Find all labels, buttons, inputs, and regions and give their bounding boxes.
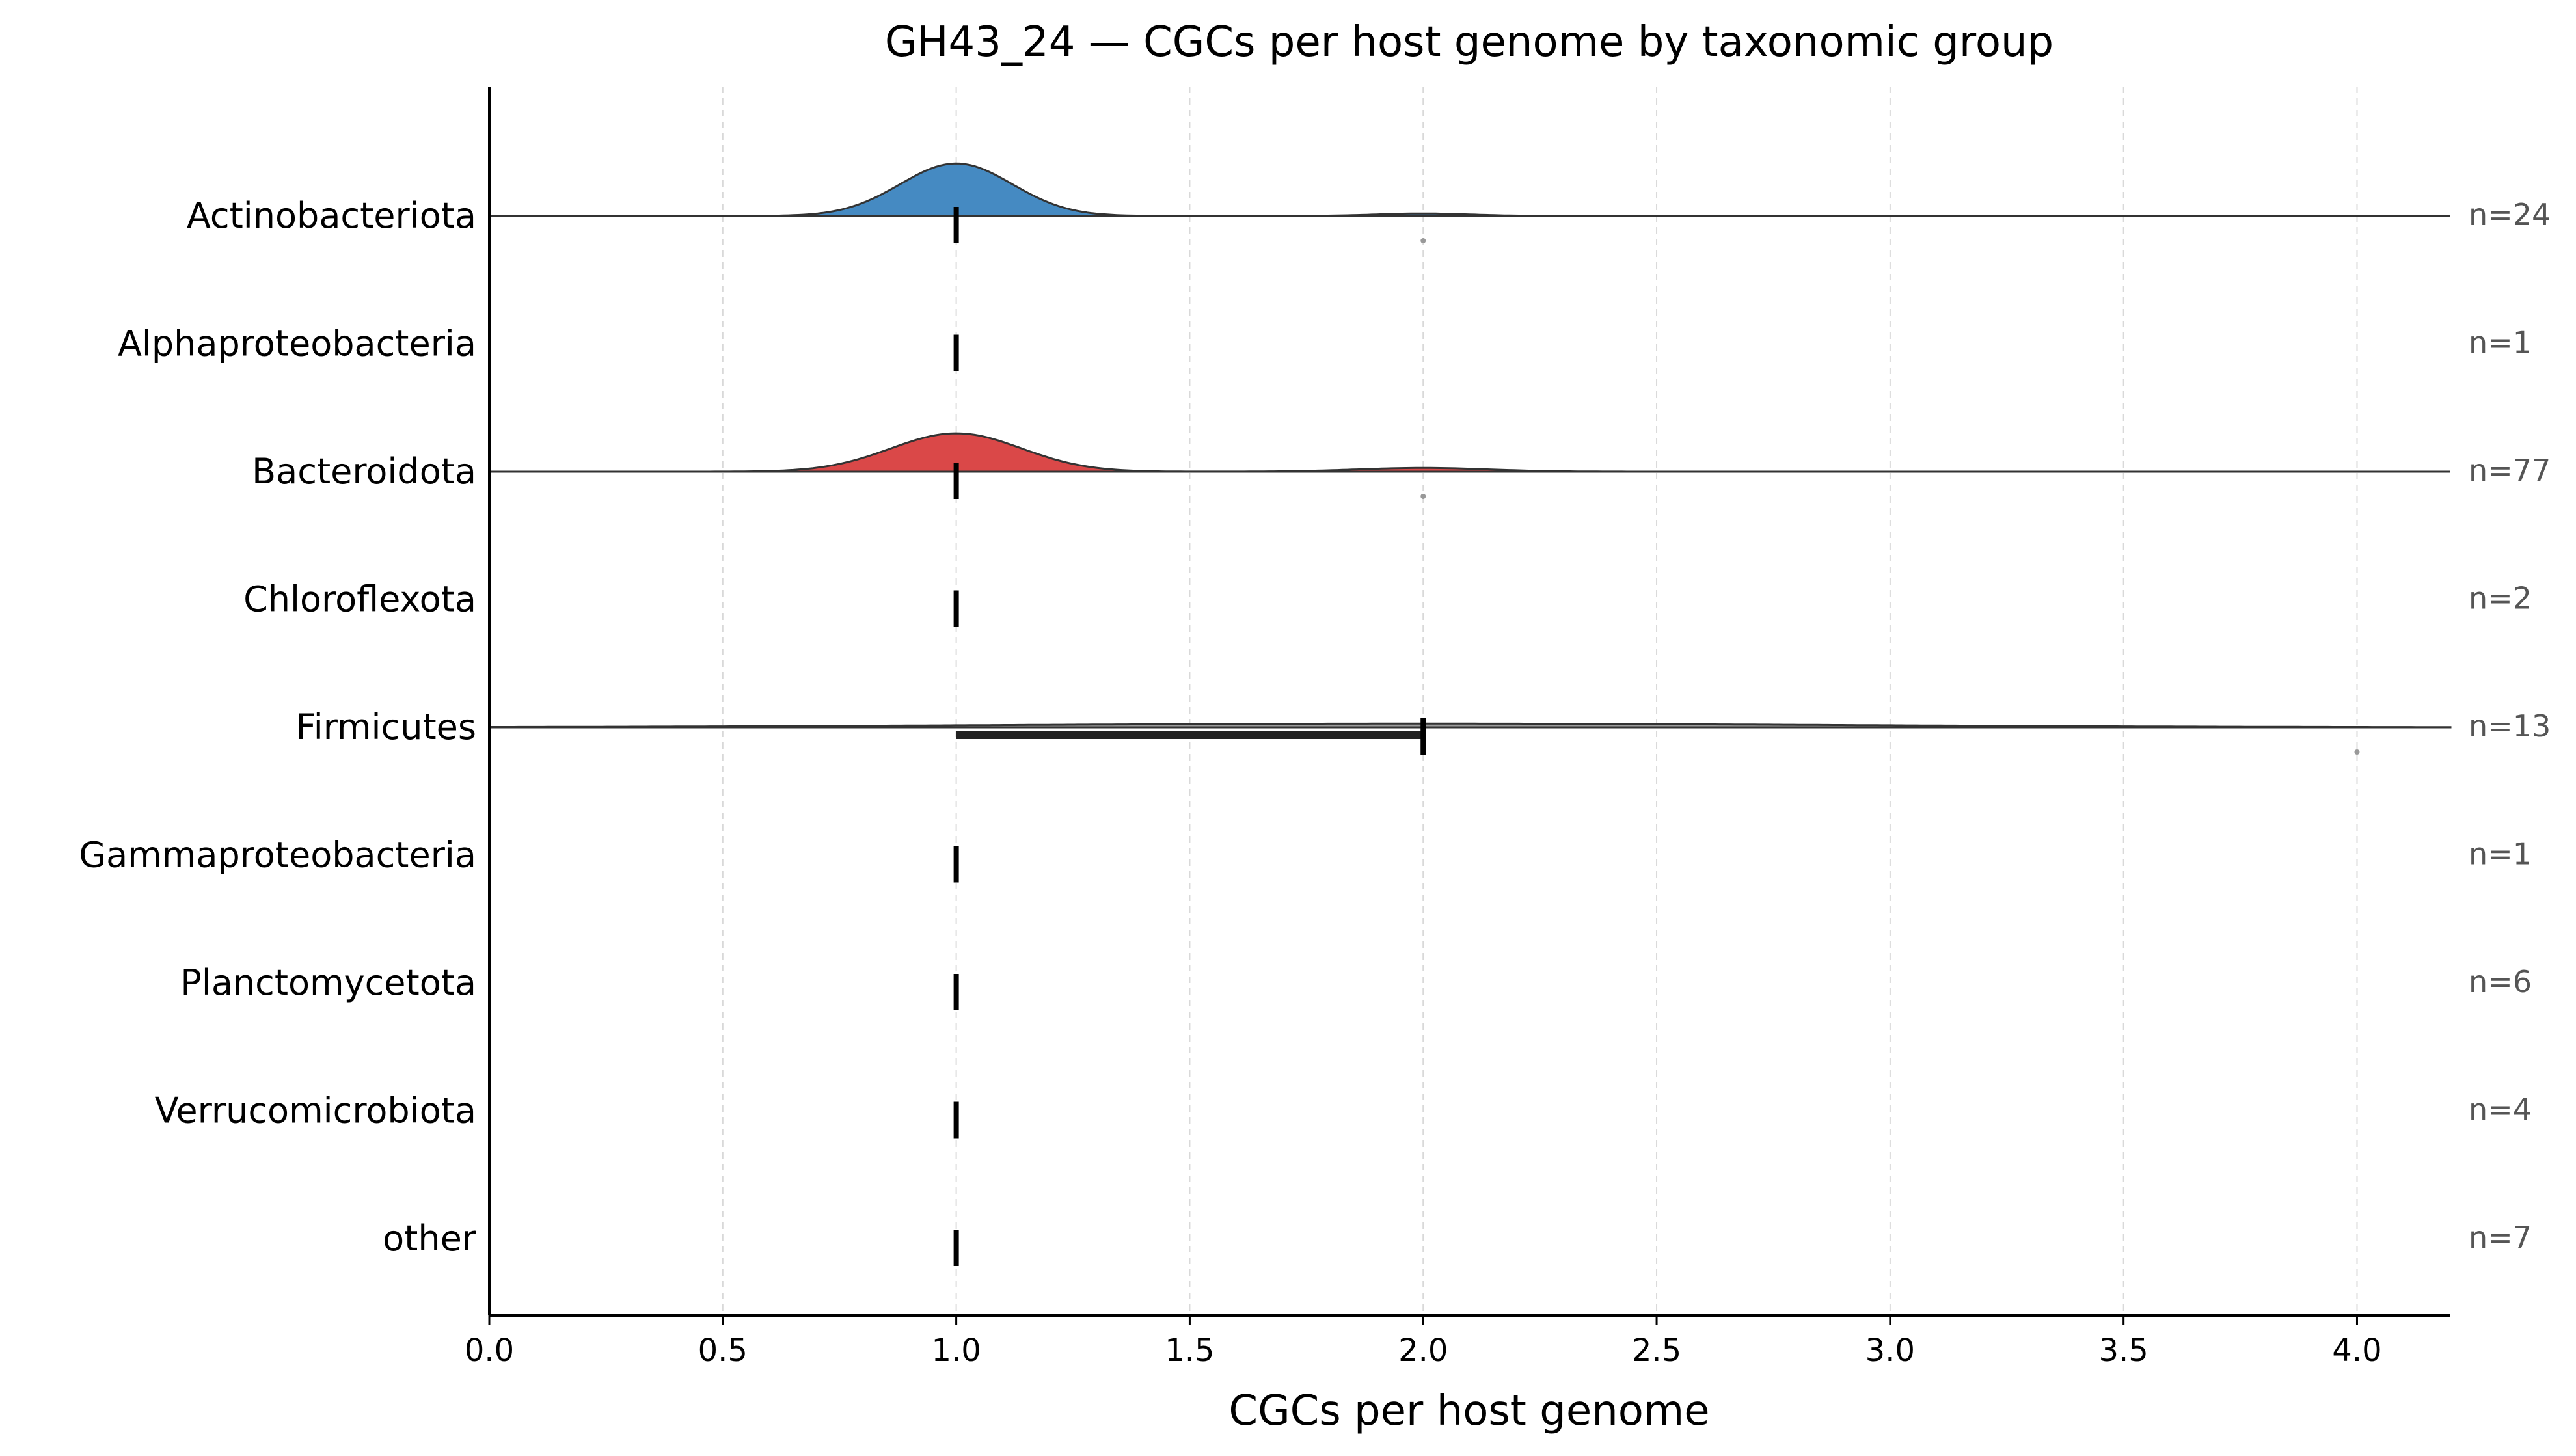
- n-label-bacteroidota: n=77: [2469, 453, 2551, 488]
- outlier-point: [1420, 494, 1426, 499]
- n-label-alphaproteobacteria: n=1: [2469, 325, 2532, 360]
- y-label-bacteroidota: Bacteroidota: [252, 451, 476, 492]
- y-label-other: other: [383, 1218, 477, 1259]
- x-tick-label: 3.5: [2098, 1332, 2148, 1369]
- ridge-bacteroidota: [489, 432, 2450, 473]
- x-tick-label: 0.0: [465, 1332, 514, 1369]
- y-label-planctomycetota: Planctomycetota: [180, 962, 476, 1003]
- n-label-gammaproteobacteria: n=1: [2469, 837, 2532, 872]
- x-axis-ticks: 0.0 0.5 1.0 1.5 2.0 2.5 3.0 3.5 4.0: [465, 1315, 2382, 1369]
- outlier-point: [1420, 238, 1426, 243]
- y-label-gammaproteobacteria: Gammaproteobacteria: [79, 835, 476, 876]
- grid-lines: [722, 87, 2358, 1315]
- x-tick-label: 3.0: [1865, 1332, 1915, 1369]
- n-label-chloroflexota: n=2: [2469, 581, 2532, 616]
- y-axis-labels: Actinobacteriota Alphaproteobacteria Bacte…: [79, 195, 477, 1259]
- x-tick-label: 1.5: [1165, 1332, 1214, 1369]
- y-label-actinobacteriota: Actinobacteriota: [187, 195, 476, 236]
- n-label-verrucomicrobiota: n=4: [2469, 1092, 2532, 1127]
- y-label-chloroflexota: Chloroflexota: [243, 579, 476, 620]
- n-label-planctomycetota: n=6: [2469, 964, 2532, 999]
- summary-marks: [953, 207, 2360, 1266]
- x-tick-label: 4.0: [2332, 1332, 2381, 1369]
- x-tick-label: 0.5: [698, 1332, 748, 1369]
- outlier-point: [2354, 749, 2360, 755]
- ridge-actinobacteriota: [489, 162, 2450, 217]
- x-tick-label: 2.5: [1632, 1332, 1681, 1369]
- x-axis-label: CGCs per host genome: [1228, 1387, 1709, 1435]
- y-label-verrucomicrobiota: Verrucomicrobiota: [155, 1090, 476, 1131]
- n-label-actinobacteriota: n=24: [2469, 197, 2551, 232]
- x-tick-label: 1.0: [931, 1332, 981, 1369]
- n-labels: n=24 n=1 n=77 n=2 n=13 n=1 n=6 n=4 n=7: [2469, 197, 2551, 1255]
- x-tick-label: 2.0: [1398, 1332, 1448, 1369]
- y-label-firmicutes: Firmicutes: [296, 707, 476, 748]
- n-label-other: n=7: [2469, 1220, 2532, 1255]
- ridges: [488, 162, 2452, 729]
- chart-title: GH43_24 — CGCs per host genome by taxono…: [885, 18, 2054, 66]
- y-label-alphaproteobacteria: Alphaproteobacteria: [118, 323, 476, 364]
- n-label-firmicutes: n=13: [2469, 708, 2551, 744]
